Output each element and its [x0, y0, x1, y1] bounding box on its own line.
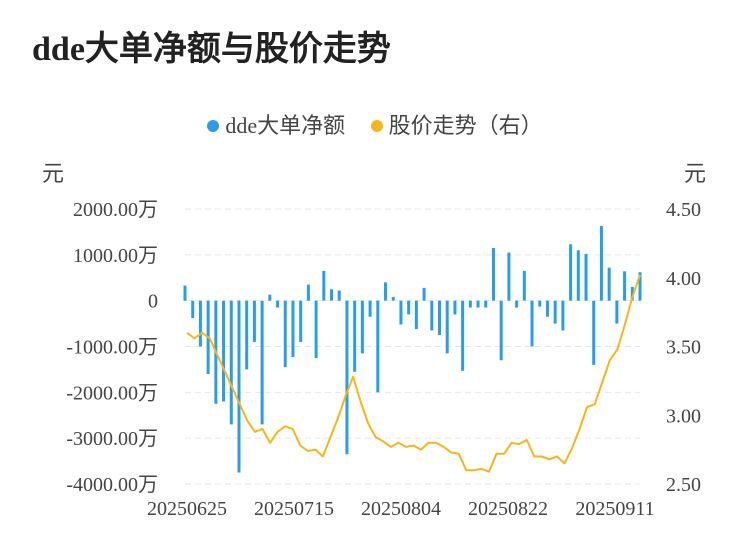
dde-bar	[260, 300, 264, 425]
x-tick-label: 20250625	[147, 498, 227, 520]
y-right-tick-label: 4.00	[666, 268, 701, 290]
x-tick-label: 20250911	[575, 498, 654, 520]
dde-bar	[291, 300, 295, 358]
y-left-tick-label: 2000.00万	[73, 199, 158, 221]
dde-bar	[437, 300, 441, 336]
dde-bar	[283, 300, 287, 368]
dde-bar	[198, 300, 202, 347]
dde-bar	[314, 300, 318, 358]
legend-dot-dde	[207, 119, 220, 132]
y-left-tick-label: 0	[148, 291, 158, 313]
dde-bar	[530, 300, 534, 347]
dde-bar	[599, 225, 603, 301]
x-tick-label: 20250715	[254, 498, 334, 520]
dde-bar	[345, 300, 349, 455]
dde-bar	[391, 297, 395, 301]
dde-bar	[630, 286, 634, 301]
dde-bar	[384, 282, 388, 301]
dde-bar	[499, 300, 503, 361]
dde-bar	[607, 267, 611, 301]
legend-item-dde[interactable]: dde大单净额	[207, 108, 345, 140]
dde-bar	[468, 300, 472, 308]
dde-bar	[330, 289, 334, 301]
dde-bar	[245, 300, 249, 370]
dde-bar	[569, 244, 573, 301]
dde-bar	[276, 300, 280, 308]
dde-bar	[592, 300, 596, 365]
dde-bar	[522, 270, 526, 301]
dde-bar	[299, 300, 303, 342]
dde-bar	[638, 272, 642, 301]
dde-bar	[414, 300, 418, 330]
dde-bar	[191, 300, 195, 319]
dde-bar	[553, 300, 557, 324]
dde-bar	[229, 300, 233, 425]
y-left-tick-label: 1000.00万	[73, 245, 158, 267]
dde-bar	[376, 300, 380, 393]
dde-bar	[337, 290, 341, 301]
dde-bar	[561, 300, 565, 331]
dde-bar	[576, 250, 580, 301]
legend-item-price[interactable]: 股价走势（右）	[370, 108, 543, 140]
y-right-tick-label: 2.50	[666, 474, 701, 496]
x-tick-label: 20250822	[468, 498, 548, 520]
dde-bar	[368, 300, 372, 317]
dde-bar	[615, 300, 619, 324]
y-right-tick-label: 4.50	[666, 199, 701, 221]
dde-bar	[407, 300, 411, 315]
dde-bar	[306, 284, 310, 301]
y-right-tick-label: 3.00	[666, 405, 701, 427]
dde-bar	[507, 252, 511, 301]
dde-bar	[538, 300, 542, 307]
dde-bar	[461, 300, 465, 371]
y-left-tick-label: -3000.00万	[66, 428, 158, 450]
dde-bar	[484, 300, 488, 308]
dde-bar	[399, 300, 403, 325]
y-right-tick-label: 3.50	[666, 337, 701, 359]
dde-bar	[252, 300, 256, 342]
y-left-tick-label: -1000.00万	[66, 337, 158, 359]
y-left-tick-label: -2000.00万	[66, 382, 158, 404]
dde-bar	[422, 287, 426, 301]
dde-bar	[268, 294, 272, 301]
dde-bar	[353, 300, 357, 372]
dde-bar	[430, 300, 434, 331]
dde-bar	[322, 270, 326, 301]
price-line	[186, 274, 641, 473]
legend-dot-price	[370, 119, 383, 132]
legend-label-dde: dde大单净额	[225, 113, 346, 138]
dde-bar	[222, 300, 226, 402]
dde-bar	[545, 300, 549, 317]
dde-bar	[515, 300, 519, 308]
chart-title: dde大单净额与股价走势	[32, 31, 391, 68]
chart-legend[interactable]: dde大单净额 股价走势（右）	[0, 108, 750, 140]
dde-bar	[237, 300, 241, 473]
dde-bar	[453, 300, 457, 315]
dde-bar	[623, 271, 627, 301]
dde-bar	[445, 300, 449, 354]
dde-bar	[584, 253, 588, 301]
dde-bar	[360, 300, 364, 354]
left-axis-unit: 元	[42, 161, 65, 186]
dde-bar	[491, 247, 495, 301]
right-axis-unit: 元	[684, 161, 707, 186]
x-tick-label: 20250804	[361, 498, 441, 520]
dde-bar	[476, 300, 480, 308]
y-left-tick-label: -4000.00万	[66, 474, 158, 496]
dde-bar	[183, 285, 187, 301]
legend-label-price: 股价走势（右）	[388, 113, 543, 138]
